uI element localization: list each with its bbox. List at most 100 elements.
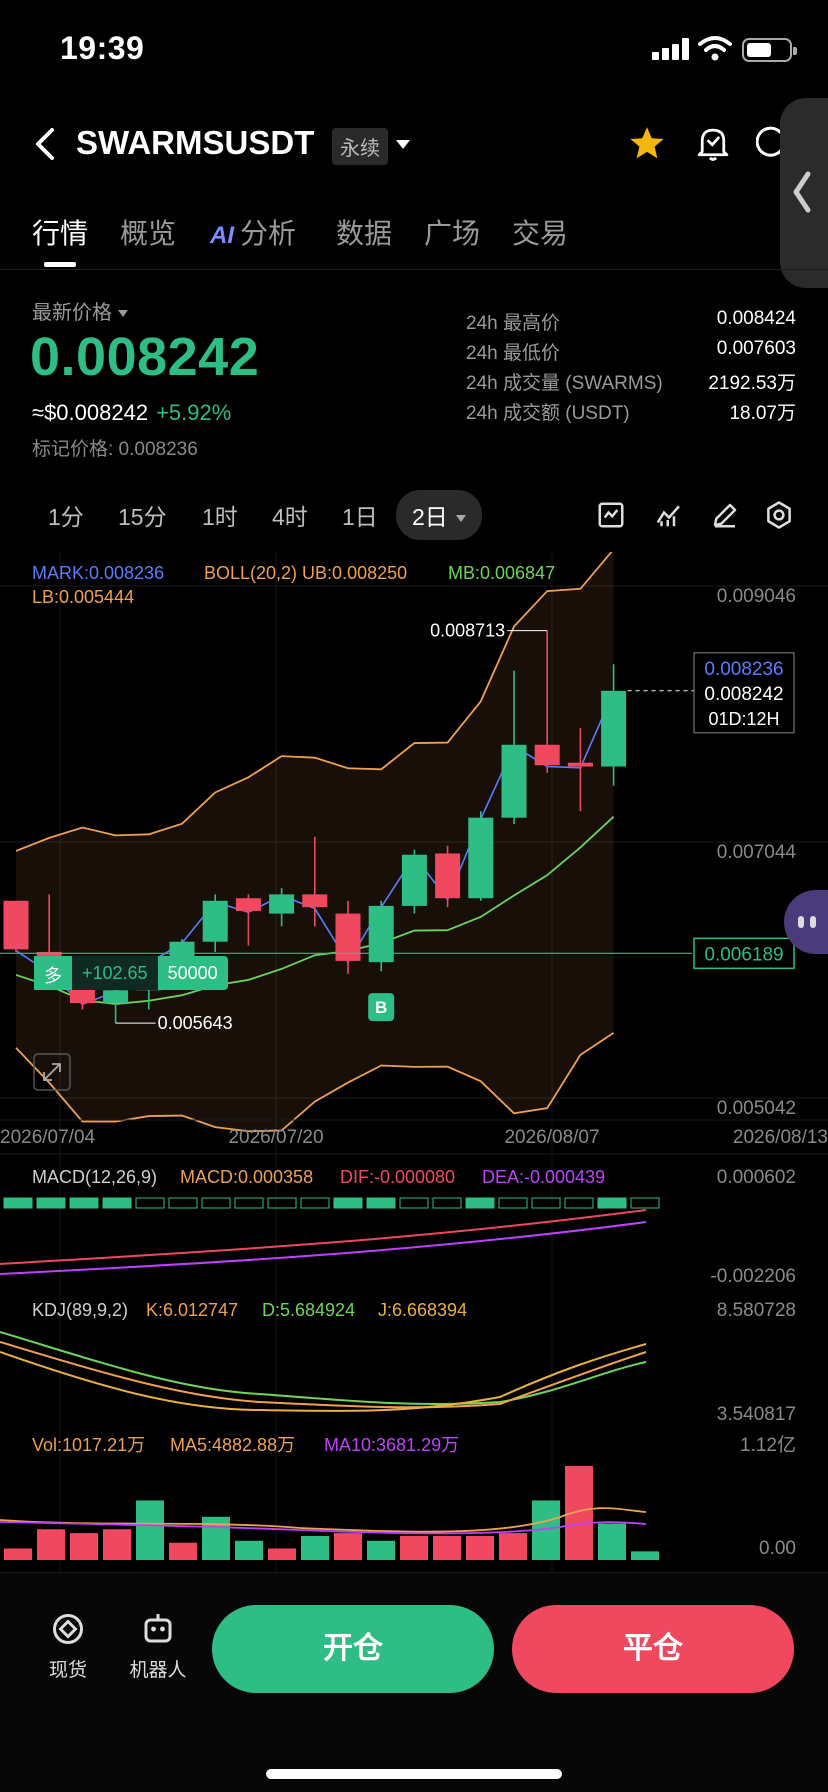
kdj-legend: D:5.684924 [262, 1300, 355, 1320]
cellular-signal-icon [652, 38, 692, 60]
legend-mark: MARK:0.008236 [32, 563, 164, 583]
interval-2d-selected[interactable]: 2日 [396, 490, 482, 540]
vol-legend: MA10:3681.29万 [324, 1435, 459, 1455]
macd-histogram-bar [399, 1197, 429, 1209]
macd-histogram-bar [3, 1197, 33, 1209]
macd-histogram-bar [135, 1197, 165, 1209]
tab-overview[interactable]: 概览 [120, 218, 177, 249]
interval-1h[interactable]: 1时 [202, 504, 238, 530]
interval-1d[interactable]: 1日 [342, 504, 378, 530]
price-axis-label: 0.009046 [717, 586, 796, 607]
candle-body [534, 744, 560, 766]
status-time: 19:39 [60, 30, 145, 66]
chevron-left-icon [793, 171, 811, 213]
chart-settings-gear-icon[interactable] [764, 500, 794, 530]
stat-row: 24h 最低价 0.007603 [466, 338, 796, 368]
kdj-legend: K:6.012747 [146, 1300, 238, 1320]
interval-2d-label: 2日 [412, 504, 448, 530]
candle-body [3, 900, 29, 950]
top-header: SWARMSUSDT 永续 [0, 110, 828, 180]
interval-bar: 1分 15分 1时 4时 1日 2日 [0, 486, 828, 542]
macd-histogram-bar [498, 1197, 528, 1209]
stat-value: 0.008424 [716, 308, 796, 329]
contract-type-tag: 永续 [332, 128, 388, 165]
indicators-icon[interactable] [654, 500, 684, 530]
expand-arrows-icon [43, 1063, 61, 1081]
interval-4h[interactable]: 4时 [272, 504, 308, 530]
expand-chart-icon [33, 1053, 71, 1091]
floating-assistant-button[interactable] [784, 890, 828, 954]
tab-market[interactable]: 行情 [32, 218, 89, 249]
kdj-k-line [0, 1341, 647, 1409]
close-position-button[interactable]: 平仓 [512, 1605, 794, 1693]
legend-boll: BOLL(20,2) UB:0.008250 [204, 563, 407, 583]
side-drawer-handle[interactable] [780, 98, 828, 288]
favorite-star-icon[interactable] [628, 124, 666, 162]
buy-marker-label: B [375, 998, 387, 1017]
macd-legend: DEA:-0.000439 [482, 1167, 605, 1187]
kdj-d-line [0, 1331, 647, 1405]
volume-bar [367, 1540, 395, 1560]
tab-analysis[interactable]: AI 分析 [210, 212, 296, 252]
price-alert-bell-icon[interactable] [694, 124, 732, 164]
back-icon[interactable] [30, 124, 64, 164]
trading-pair-title[interactable]: SWARMSUSDT [76, 124, 315, 161]
tab-square[interactable]: 广场 [424, 218, 481, 249]
spot-button[interactable]: 现货 [28, 1611, 108, 1682]
x-tick-label: 2026/07/04 [0, 1127, 96, 1148]
stat-value: 2192.53万 [708, 373, 796, 394]
macd-histogram-bar [36, 1197, 66, 1209]
volume-bar [334, 1533, 362, 1560]
candle-body [103, 990, 129, 1004]
macd-histogram-bar [69, 1197, 99, 1209]
candle-body [468, 817, 494, 899]
active-tab-indicator [44, 262, 76, 267]
kdj-legend: KDJ(89,9,2) [32, 1300, 128, 1320]
mark-price: 标记价格: 0.008236 [32, 439, 198, 460]
vol-legend: Vol:1017.21万 [32, 1435, 145, 1455]
volume-bar [466, 1536, 494, 1560]
position-price-box [693, 937, 795, 970]
legend-mb: MB:0.006847 [448, 563, 555, 583]
candle-body [567, 762, 593, 767]
indicator-settings-icon[interactable] [596, 500, 626, 530]
x-tick-label: 2026/07/20 [228, 1127, 323, 1148]
macd-dea-line [0, 1221, 647, 1275]
high-label: 0.008713 [430, 621, 505, 641]
draw-pencil-icon[interactable] [710, 500, 740, 530]
candle-body [435, 853, 461, 899]
candle-body [302, 894, 328, 908]
macd-legend: DIF:-0.000080 [340, 1167, 455, 1187]
macd-histogram-bar [366, 1197, 396, 1209]
candle-body [401, 854, 427, 906]
share-icon[interactable] [756, 126, 786, 162]
macd-histogram-bar [234, 1197, 264, 1209]
position-order-pill[interactable]: 多 +102.65 50000 [34, 956, 228, 990]
macd-histogram-bar [201, 1197, 231, 1209]
macd-histogram-bar [432, 1197, 462, 1209]
stat-row: 24h 成交量 (SWARMS) 2192.53万 [466, 368, 796, 398]
stat-label: 24h 成交额 (USDT) [466, 403, 630, 424]
interval-15m[interactable]: 15分 [118, 504, 167, 530]
interval-1m[interactable]: 1分 [48, 504, 84, 530]
countdown-label: 01D:12H [708, 709, 779, 729]
macd-axis-label: 0.000602 [717, 1167, 796, 1188]
open-position-button[interactable]: 开仓 [212, 1605, 494, 1693]
robot-button[interactable]: 机器人 [118, 1611, 198, 1682]
spot-icon [53, 1614, 83, 1644]
vol-axis-label: 1.12亿 [740, 1434, 796, 1456]
x-tick-label: 2026/08/07 [504, 1127, 599, 1148]
volume-bar [235, 1540, 263, 1560]
candle-body [601, 690, 627, 767]
pair-dropdown-icon[interactable] [396, 140, 410, 149]
mark-price-box-label: 0.008236 [704, 659, 783, 680]
tab-data[interactable]: 数据 [336, 218, 393, 249]
boll-upper-line [15, 552, 613, 852]
latest-price-selector[interactable]: 最新价格 [32, 296, 128, 325]
position-side: 多 [34, 956, 72, 990]
volume-bar [37, 1529, 65, 1560]
kline-chart[interactable]: MARK:0.008236 BOLL(20,2) UB:0.008250 MB:0.… [0, 552, 828, 1572]
tab-trade[interactable]: 交易 [512, 218, 569, 249]
kline-chart-canvas[interactable]: MARK:0.008236 BOLL(20,2) UB:0.008250 MB:0.… [0, 552, 828, 1572]
kdj-axis-label: 8.580728 [717, 1300, 796, 1321]
